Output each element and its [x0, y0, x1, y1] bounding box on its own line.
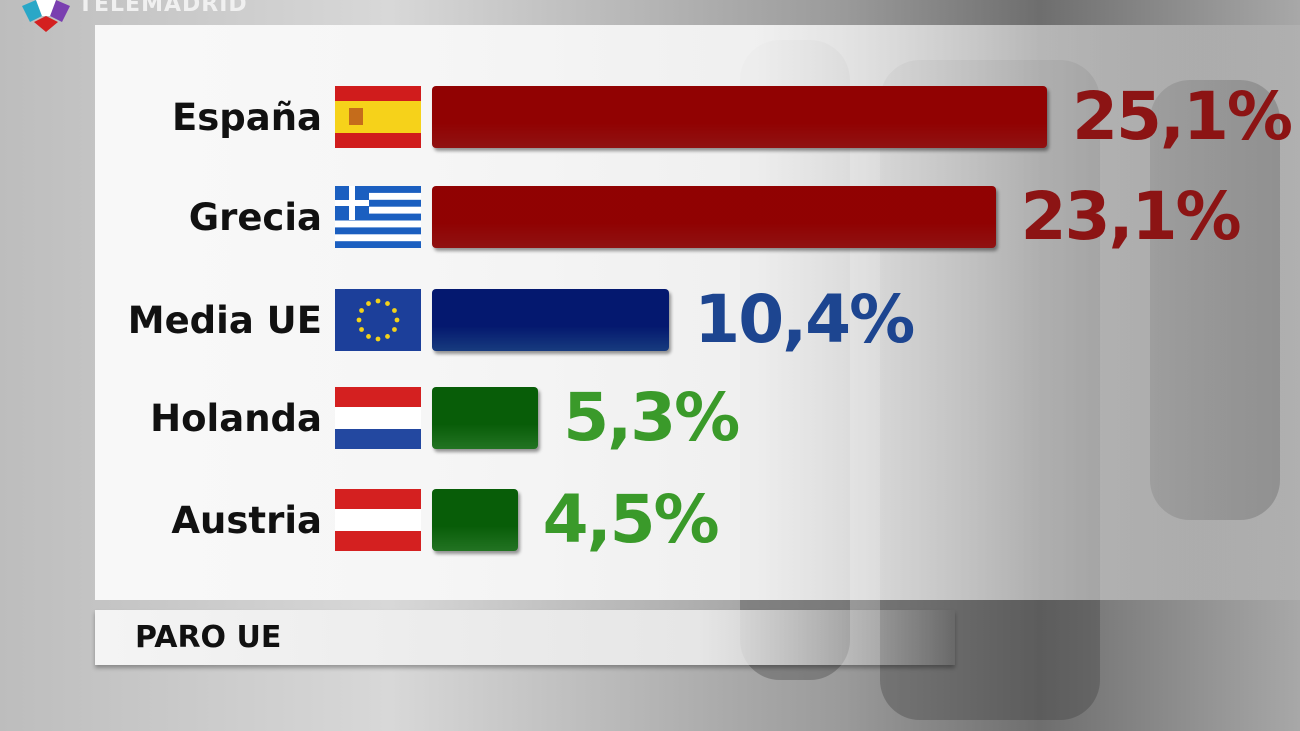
value-label: 5,3% [563, 379, 740, 456]
category-label: Grecia [188, 196, 322, 239]
bar-row: Austria 4,5% [0, 481, 1300, 558]
bar [432, 186, 996, 248]
bar [432, 86, 1048, 148]
bar [432, 387, 539, 449]
eu-flag-icon [335, 289, 421, 351]
bar-row: Media UE 10,4% [0, 281, 1300, 358]
spain-flag-icon [335, 86, 421, 148]
chart-title-bar: PARO UE [95, 610, 955, 665]
category-label: Holanda [150, 397, 322, 440]
logo-text: TELEMADRID [78, 0, 248, 17]
bar-row: Grecia 23,1% [0, 178, 1300, 255]
value-label: 23,1% [1020, 178, 1242, 255]
value-label: 4,5% [542, 481, 720, 558]
bar-row: España 25,1% [0, 78, 1300, 155]
bar [432, 289, 670, 351]
greece-flag-icon [335, 186, 421, 248]
category-label: España [171, 96, 322, 139]
value-label: 10,4% [694, 281, 915, 358]
bar-row: Holanda 5,3% [0, 379, 1300, 456]
category-label: Media UE [127, 299, 322, 342]
netherlands-flag-icon [335, 387, 421, 449]
telemadrid-logo [20, 0, 72, 38]
bar [432, 489, 518, 551]
category-label: Austria [171, 499, 322, 542]
value-label: 25,1% [1072, 78, 1293, 155]
chart-title: PARO UE [135, 620, 282, 655]
austria-flag-icon [335, 489, 421, 551]
